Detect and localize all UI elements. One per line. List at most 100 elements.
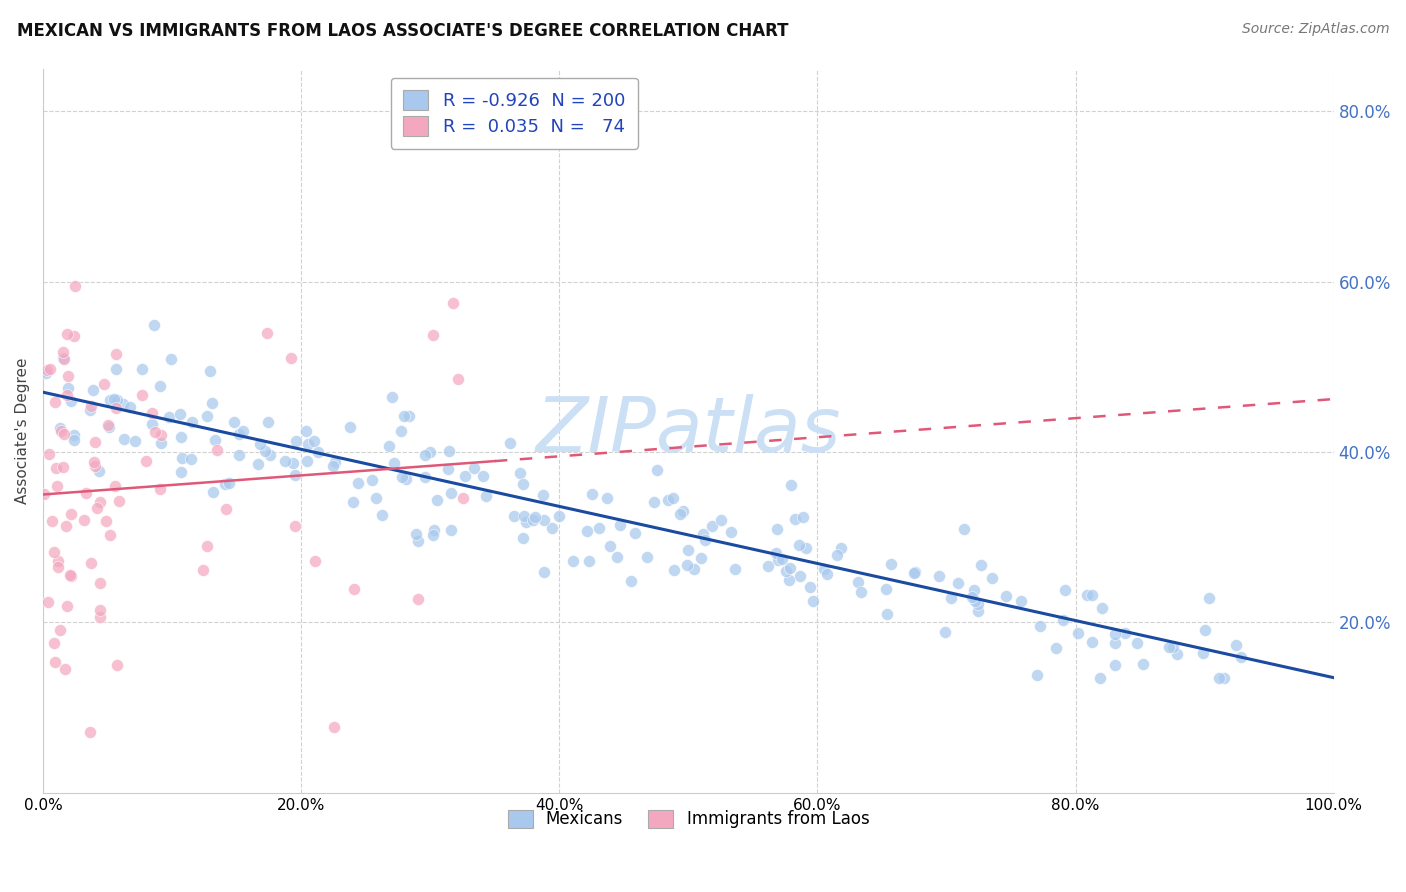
Point	[63, 329, 86, 343]
Point	[1208, 671, 1230, 685]
Point	[440, 524, 463, 538]
Point	[780, 478, 803, 492]
Text: ZIPatlas: ZIPatlas	[536, 393, 841, 467]
Point	[498, 435, 520, 450]
Point	[471, 468, 494, 483]
Point	[596, 491, 619, 505]
Point	[966, 597, 988, 611]
Point	[98, 528, 121, 542]
Point	[876, 607, 898, 621]
Point	[636, 549, 658, 564]
Point	[1052, 613, 1074, 627]
Point	[377, 439, 399, 453]
Point	[575, 524, 598, 539]
Point	[59, 507, 82, 521]
Point	[1029, 618, 1052, 632]
Point	[1091, 601, 1114, 615]
Point	[73, 513, 96, 527]
Point	[38, 362, 60, 376]
Point	[426, 492, 449, 507]
Point	[413, 448, 436, 462]
Point	[259, 449, 281, 463]
Point	[419, 445, 441, 459]
Point	[599, 539, 621, 553]
Point	[170, 451, 193, 466]
Point	[1067, 626, 1090, 640]
Point	[195, 409, 218, 424]
Point	[143, 318, 166, 332]
Point	[645, 463, 668, 477]
Point	[454, 469, 477, 483]
Point	[531, 488, 554, 502]
Point	[228, 427, 250, 442]
Point	[934, 625, 956, 640]
Point	[97, 417, 120, 432]
Point	[323, 720, 346, 734]
Point	[1104, 627, 1126, 641]
Point	[80, 399, 103, 413]
Point	[422, 328, 444, 343]
Point	[381, 390, 404, 404]
Point	[131, 362, 153, 376]
Point	[533, 513, 555, 527]
Point	[928, 569, 950, 583]
Point	[533, 565, 555, 579]
Point	[44, 544, 66, 558]
Point	[207, 442, 229, 457]
Point	[1114, 626, 1136, 640]
Point	[86, 501, 108, 516]
Point	[1159, 640, 1181, 655]
Point	[967, 604, 990, 618]
Point	[880, 557, 903, 571]
Point	[141, 406, 163, 420]
Point	[547, 509, 569, 524]
Point	[55, 327, 77, 342]
Point	[97, 419, 120, 434]
Point	[522, 513, 544, 527]
Point	[770, 551, 793, 566]
Point	[180, 452, 202, 467]
Point	[408, 591, 430, 606]
Point	[361, 473, 384, 487]
Point	[249, 436, 271, 450]
Point	[676, 558, 699, 572]
Point	[59, 569, 82, 583]
Point	[79, 403, 101, 417]
Point	[903, 566, 925, 580]
Point	[304, 553, 326, 567]
Point	[700, 519, 723, 533]
Point	[695, 533, 717, 547]
Point	[664, 563, 686, 577]
Point	[195, 539, 218, 553]
Point	[1132, 657, 1154, 672]
Point	[1194, 624, 1216, 638]
Point	[49, 623, 72, 637]
Point	[295, 424, 318, 438]
Point	[346, 476, 368, 491]
Point	[970, 558, 993, 572]
Point	[247, 457, 270, 471]
Point	[512, 508, 534, 523]
Point	[284, 519, 307, 533]
Point	[451, 491, 474, 506]
Point	[606, 549, 628, 564]
Point	[440, 486, 463, 500]
Point	[297, 437, 319, 451]
Point	[512, 532, 534, 546]
Point	[391, 470, 413, 484]
Point	[463, 461, 485, 475]
Point	[371, 508, 394, 522]
Point	[295, 454, 318, 468]
Point	[94, 514, 117, 528]
Point	[323, 455, 346, 469]
Point	[792, 509, 814, 524]
Point	[756, 558, 779, 573]
Point	[343, 582, 366, 597]
Point	[160, 351, 183, 366]
Point	[198, 364, 221, 378]
Point	[671, 504, 693, 518]
Point	[143, 425, 166, 439]
Point	[851, 585, 873, 599]
Point	[692, 527, 714, 541]
Y-axis label: Associate's Degree: Associate's Degree	[15, 358, 30, 504]
